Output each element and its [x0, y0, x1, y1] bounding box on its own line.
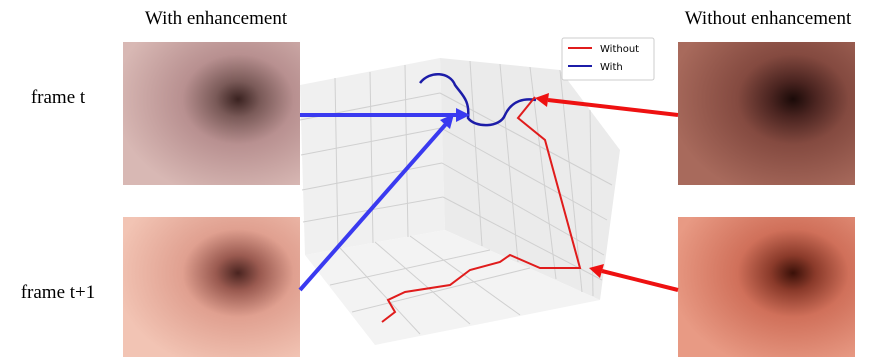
row-label: frame t+1 [21, 282, 96, 303]
image [678, 217, 855, 357]
arrows [298, 93, 679, 292]
right-title: Without enhancement [685, 8, 852, 29]
image [678, 42, 855, 185]
plot-3d: Without With [299, 37, 655, 345]
image [123, 42, 300, 185]
row-label: frame t [31, 87, 86, 108]
legend-label: With [600, 62, 623, 73]
image [123, 217, 300, 357]
legend-label: Without [600, 44, 639, 55]
left-title: With enhancement [145, 8, 288, 29]
